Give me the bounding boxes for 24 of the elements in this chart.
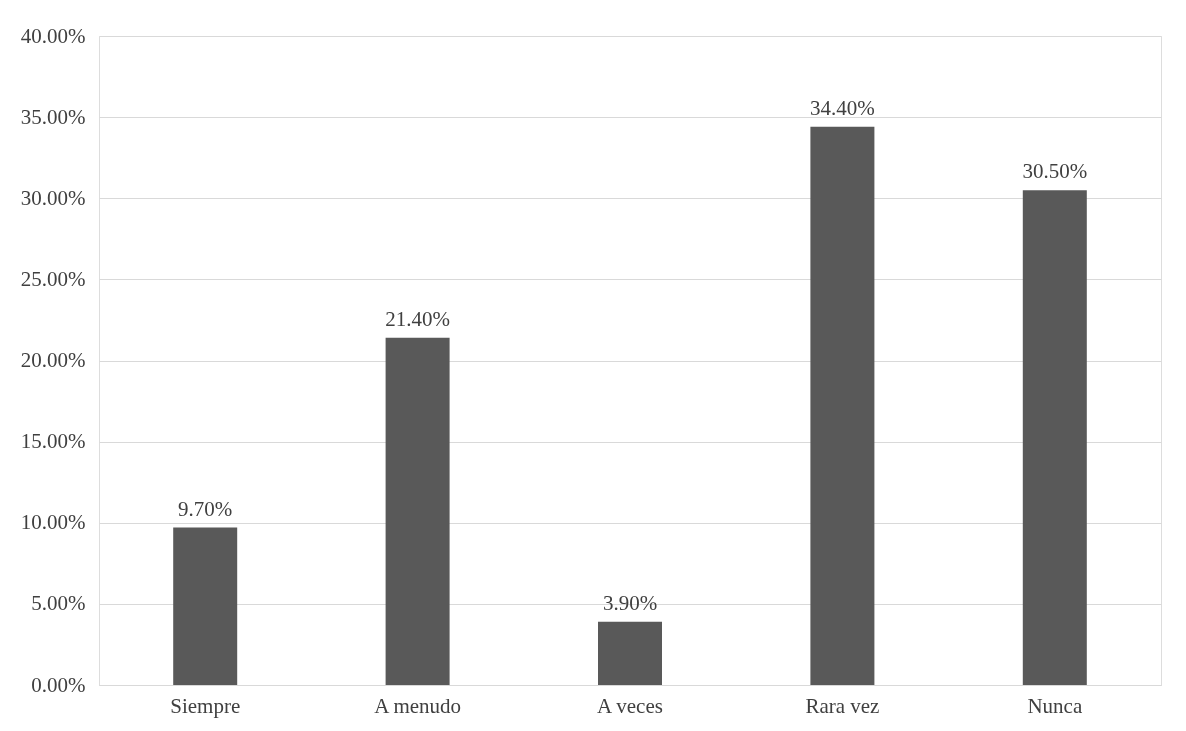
x-tick-label: Nunca [1027, 693, 1083, 718]
bar [598, 621, 662, 685]
bar [810, 126, 875, 685]
bar [385, 337, 450, 685]
data-label: 3.90% [602, 590, 658, 615]
y-tick-label: 35.00% [20, 104, 86, 129]
data-label: 9.70% [178, 496, 233, 521]
data-label: 21.40% [385, 306, 450, 331]
y-tick-label: 40.00% [20, 23, 86, 48]
y-tick-label: 20.00% [20, 348, 86, 372]
y-tick-label: 10.00% [20, 510, 86, 535]
x-tick-label: A veces [597, 693, 663, 718]
bar [173, 527, 238, 685]
bar [1022, 190, 1087, 685]
data-label: 34.40% [810, 95, 875, 120]
x-tick-label: Siempre [170, 693, 241, 718]
x-tick-label: A menudo [374, 693, 462, 718]
y-tick-label: 0.00% [31, 672, 86, 697]
y-tick-label: 5.00% [31, 591, 86, 616]
y-tick-label: 15.00% [20, 429, 86, 454]
y-tick-label: 25.00% [20, 266, 86, 291]
y-tick-label: 30.00% [20, 185, 86, 210]
data-label: 30.50% [1022, 159, 1088, 184]
x-tick-label: Rara vez [805, 693, 880, 718]
